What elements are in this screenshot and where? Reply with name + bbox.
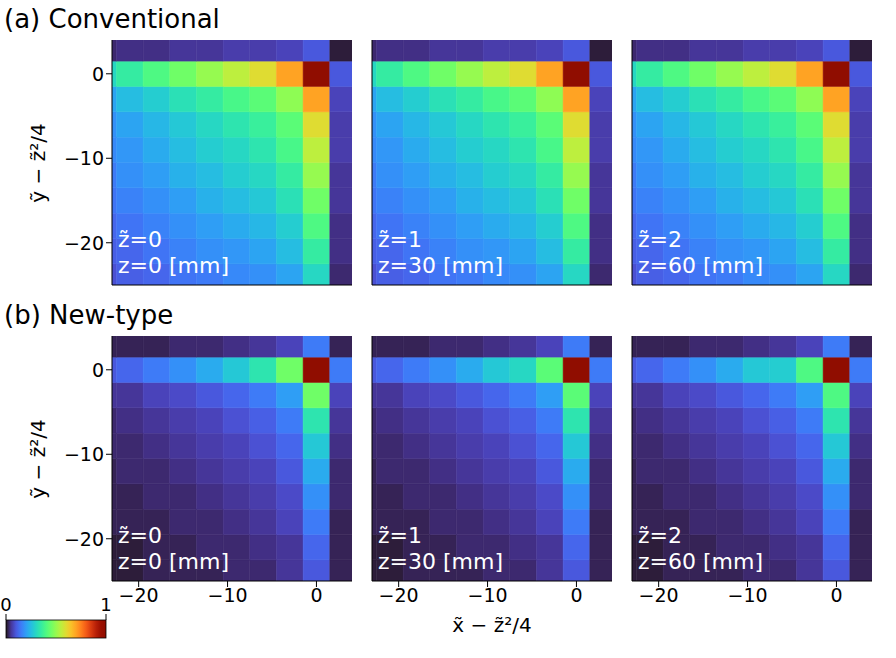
svg-text:−10: −10	[208, 584, 248, 606]
html-text:z̃=0: z̃=0	[118, 523, 162, 548]
svg-text:−10: −10	[64, 147, 104, 169]
html-text:z=30 [mm]: z=30 [mm]	[378, 253, 503, 278]
svg-text:−20: −20	[119, 584, 159, 606]
html-text:z=30 [mm]: z=30 [mm]	[378, 549, 503, 574]
html-text:z̃=1: z̃=1	[378, 523, 422, 548]
html-text:(a) Conventional: (a) Conventional	[4, 4, 220, 34]
html-text:z̃=2: z̃=2	[638, 523, 682, 548]
html-text:z=60 [mm]: z=60 [mm]	[638, 549, 763, 574]
svg-text:0: 0	[310, 584, 322, 606]
html-text:z=60 [mm]: z=60 [mm]	[638, 253, 763, 278]
svg-text:1: 1	[100, 594, 111, 615]
html-text:(b) New-type: (b) New-type	[4, 300, 174, 330]
html-text:z=0 [mm]: z=0 [mm]	[118, 253, 229, 278]
svg-text:−20: −20	[639, 584, 679, 606]
svg-text:0: 0	[0, 594, 11, 615]
svg-text:0: 0	[92, 63, 104, 85]
svg-text:0: 0	[92, 359, 104, 381]
html-text:ỹ − z̃²/4: ỹ − z̃²/4	[26, 418, 50, 499]
svg-text:−20: −20	[64, 232, 104, 254]
svg-text:−20: −20	[379, 584, 419, 606]
html-text:z̃=1: z̃=1	[378, 227, 422, 252]
html-text:z=0 [mm]: z=0 [mm]	[118, 549, 229, 574]
svg-text:0: 0	[570, 584, 582, 606]
html-text:x̃ − z̃²/4: x̃ − z̃²/4	[452, 613, 532, 637]
svg-text:−10: −10	[728, 584, 768, 606]
svg-text:−10: −10	[64, 443, 104, 465]
svg-text:−20: −20	[64, 528, 104, 550]
svg-text:0: 0	[830, 584, 842, 606]
html-text:z̃=0: z̃=0	[118, 227, 162, 252]
html-text:z̃=2: z̃=2	[638, 227, 682, 252]
svg-text:−10: −10	[468, 584, 508, 606]
html-text:ỹ − z̃²/4: ỹ − z̃²/4	[26, 122, 50, 203]
